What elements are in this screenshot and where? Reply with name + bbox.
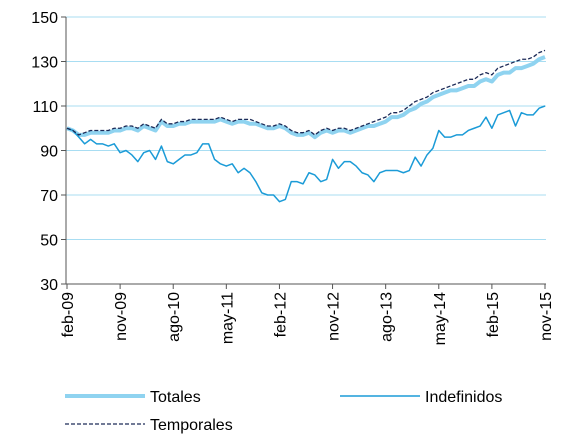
series-line	[66, 105, 546, 203]
y-tick-label: 50	[40, 233, 58, 250]
legend-label: Totales	[150, 389, 201, 406]
x-tick-label: may-11	[219, 292, 236, 344]
x-tick-label: nov-15	[538, 292, 555, 341]
x-tick-label: feb-15	[485, 292, 502, 337]
x-tick-label: may-14	[432, 292, 449, 345]
y-tick-label: 110	[32, 99, 58, 116]
x-tick-label: ago-10	[166, 292, 183, 342]
legend-label: Temporales	[150, 417, 233, 434]
y-tick-label: 30	[40, 277, 58, 294]
x-tick-label: feb-12	[272, 292, 289, 337]
x-tick-label: ago-13	[379, 292, 396, 342]
y-tick-label: 130	[31, 55, 58, 72]
y-tick-label: 90	[40, 144, 58, 161]
y-tick-label: 150	[31, 10, 58, 27]
series-line	[66, 49, 546, 136]
series-line	[66, 55, 546, 140]
x-tick-label: feb-09	[60, 292, 77, 337]
x-tick-label: nov-12	[326, 292, 343, 341]
legend-label: Indefinidos	[425, 389, 502, 406]
x-tick-label: nov-09	[113, 292, 130, 341]
y-tick-label: 70	[40, 188, 58, 205]
